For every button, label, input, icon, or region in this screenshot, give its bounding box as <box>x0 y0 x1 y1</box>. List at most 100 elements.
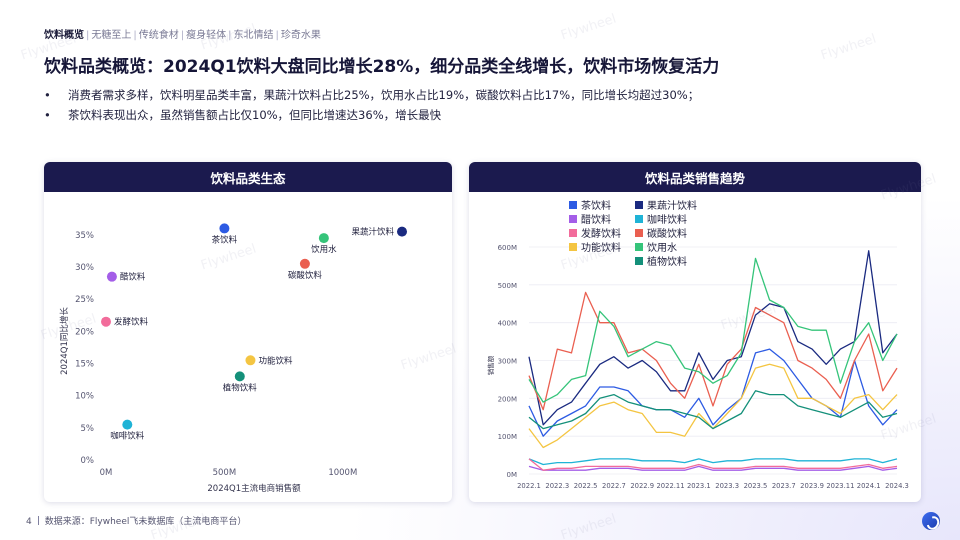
panel-title: 饮料品类销售趋势 <box>469 162 921 192</box>
scatter-point[interactable] <box>101 316 111 327</box>
x-tick-label: 2022.1 <box>517 482 541 490</box>
sales-trend-panel: 饮料品类销售趋势 0M 100M 200M 300M 400M 500M 600M 2022.… <box>469 162 921 502</box>
x-tick-label: 2023.11 <box>826 482 854 490</box>
x-tick-label: 2022.5 <box>574 482 598 490</box>
x-tick-label: 2024.3 <box>885 482 909 490</box>
legend-label: 咖啡饮料 <box>647 213 687 226</box>
point-label: 醋饮料 <box>120 272 146 283</box>
flywheel-logo-icon <box>922 512 940 530</box>
legend-swatch <box>569 243 577 251</box>
x-tick-label: 2022.9 <box>630 482 654 490</box>
x-tick-label: 2023.5 <box>744 482 768 490</box>
top-navigation: 饮料概览 | 无糖至上 | 传统食材 | 瘦身轻体 | 东北情结 | 珍奇水果 <box>44 26 321 41</box>
x-tick-label: 2022.3 <box>545 482 569 490</box>
bullet-text: 茶饮料表现出众，虽然销售额占比仅10%，但同比增速达36%，增长最快 <box>68 108 442 122</box>
legend-label: 茶饮料 <box>581 199 611 212</box>
bullet-item: • 消费者需求多样，饮料明星品类丰富，果蔬汁饮料占比25%，饮用水占比19%，碳酸… <box>44 85 699 105</box>
point-label: 功能饮料 <box>258 355 293 366</box>
x-tick-label: 1000M <box>328 468 357 478</box>
x-tick-label: 2023.7 <box>772 482 796 490</box>
nav-item-slim[interactable]: 瘦身轻体 <box>186 30 227 41</box>
y-tick-label: 200M <box>498 395 517 403</box>
legend-label: 醋饮料 <box>581 213 611 226</box>
nav-separator: | <box>228 30 232 41</box>
legend-swatch <box>635 229 643 237</box>
nav-item-traditional[interactable]: 传统食材 <box>138 30 179 41</box>
point-label: 茶饮料 <box>212 234 238 245</box>
series-line[interactable] <box>528 458 898 471</box>
y-tick-label: 300M <box>498 358 517 366</box>
series-line[interactable] <box>528 348 898 437</box>
y-tick-label: 20% <box>75 327 94 337</box>
series-line[interactable] <box>528 390 898 430</box>
y-tick-label: 400M <box>498 320 517 328</box>
line-chart: 0M 100M 200M 300M 400M 500M 600M 2022.1 2022.3 20… <box>486 199 909 490</box>
legend-swatch <box>635 201 643 209</box>
legend-label: 饮用水 <box>647 241 677 254</box>
series-line[interactable] <box>528 465 898 471</box>
nav-item-northeast[interactable]: 东北情结 <box>233 30 274 41</box>
scatter-point[interactable] <box>245 355 256 366</box>
legend-label: 果蔬汁饮料 <box>647 199 697 212</box>
x-tick-label: 2022.7 <box>602 482 626 490</box>
point-label: 饮用水 <box>311 244 337 255</box>
series-line[interactable] <box>528 458 898 466</box>
panel-title: 饮料品类生态 <box>44 162 452 192</box>
data-source: 数据来源：Flywheel飞未数据库（主流电商平台） <box>44 517 247 527</box>
y-tick-label: 30% <box>75 263 94 273</box>
x-tick-label: 2024.1 <box>857 482 881 490</box>
scatter-point[interactable] <box>234 371 245 382</box>
y-tick-label: 15% <box>75 360 94 370</box>
x-tick-label: 2022.11 <box>656 482 684 490</box>
nav-item-sugar-free[interactable]: 无糖至上 <box>91 30 132 41</box>
legend-swatch <box>635 257 643 265</box>
page-number: 4 <box>26 517 32 527</box>
scatter-point[interactable] <box>318 233 329 244</box>
bullet-text: 消费者需求多样，饮料明星品类丰富，果蔬汁饮料占比25%，饮用水占比19%，碳酸饮… <box>68 88 700 102</box>
series-line[interactable] <box>528 250 898 426</box>
legend-swatch <box>635 215 643 223</box>
y-tick-label: 5% <box>81 424 95 434</box>
nav-item-fruit[interactable]: 珍奇水果 <box>280 30 321 41</box>
y-axis-label: 2024Q1同比增长 <box>59 307 70 375</box>
legend-swatch <box>569 201 577 209</box>
category-ecosystem-panel: 饮料品类生态 0% 5% 10% 15% 20% 25% 30% 35% 0M 500M 1000M… <box>44 162 452 502</box>
x-tick-label: 0M <box>100 468 113 478</box>
scatter-point[interactable] <box>299 258 310 269</box>
footer-divider <box>37 516 39 525</box>
footer: 4 数据来源：Flywheel飞未数据库（主流电商平台） <box>26 514 246 527</box>
scatter-point[interactable] <box>219 223 230 234</box>
x-tick-label: 500M <box>213 468 237 478</box>
y-tick-label: 0M <box>507 471 518 479</box>
scatter-chart: 0% 5% 10% 15% 20% 25% 30% 35% 0M 500M 1000M 2024Q1主… <box>59 223 407 494</box>
y-tick-label: 10% <box>75 392 94 402</box>
legend-label: 植物饮料 <box>647 255 687 268</box>
scatter-point[interactable] <box>397 226 407 237</box>
nav-separator: | <box>180 30 185 41</box>
y-tick-label: 100M <box>498 433 517 441</box>
nav-separator: | <box>86 30 90 41</box>
scatter-point[interactable] <box>106 271 117 282</box>
page-title: 饮料品类概览：2024Q1饮料大盘同比增长28%，细分品类全线增长，饮料市场恢复… <box>44 57 720 77</box>
series-line[interactable] <box>528 257 898 403</box>
y-tick-label: 35% <box>75 231 94 241</box>
scatter-point[interactable] <box>122 419 133 430</box>
y-axis-label: 销售额 <box>486 355 495 375</box>
legend-swatch <box>635 243 643 251</box>
y-tick-label: 0% <box>81 456 95 466</box>
x-axis-label: 2024Q1主流电商销售额 <box>207 483 301 494</box>
nav-separator: | <box>275 30 279 41</box>
x-tick-label: 2023.3 <box>715 482 739 490</box>
legend-label: 碳酸饮料 <box>647 227 687 240</box>
nav-item-overview[interactable]: 饮料概览 <box>44 30 84 41</box>
bullet-list: • 消费者需求多样，饮料明星品类丰富，果蔬汁饮料占比25%，饮用水占比19%，碳酸… <box>44 85 699 125</box>
point-label: 果蔬汁饮料 <box>351 227 394 238</box>
x-tick-label: 2023.1 <box>687 482 711 490</box>
bullet-dot: • <box>44 88 51 102</box>
bullet-item: • 茶饮料表现出众，虽然销售额占比仅10%，但同比增速达36%，增长最快 <box>44 105 699 125</box>
legend-swatch <box>569 229 577 237</box>
y-tick-label: 500M <box>498 282 517 290</box>
point-label: 咖啡饮料 <box>110 431 145 442</box>
nav-separator: | <box>133 30 137 41</box>
series-line[interactable] <box>528 291 898 411</box>
